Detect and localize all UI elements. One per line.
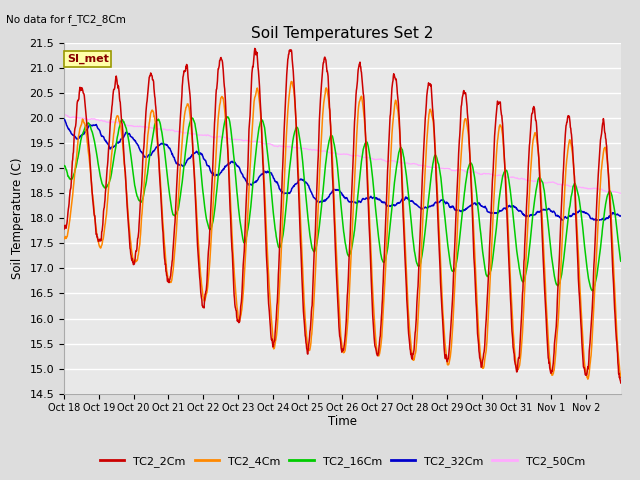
Text: No data for f_TC2_8Cm: No data for f_TC2_8Cm: [6, 14, 126, 25]
Title: Soil Temperatures Set 2: Soil Temperatures Set 2: [252, 25, 433, 41]
Text: SI_met: SI_met: [67, 54, 109, 64]
Legend: TC2_2Cm, TC2_4Cm, TC2_16Cm, TC2_32Cm, TC2_50Cm: TC2_2Cm, TC2_4Cm, TC2_16Cm, TC2_32Cm, TC…: [95, 452, 589, 471]
Y-axis label: Soil Temperature (C): Soil Temperature (C): [11, 157, 24, 279]
X-axis label: Time: Time: [328, 415, 357, 428]
